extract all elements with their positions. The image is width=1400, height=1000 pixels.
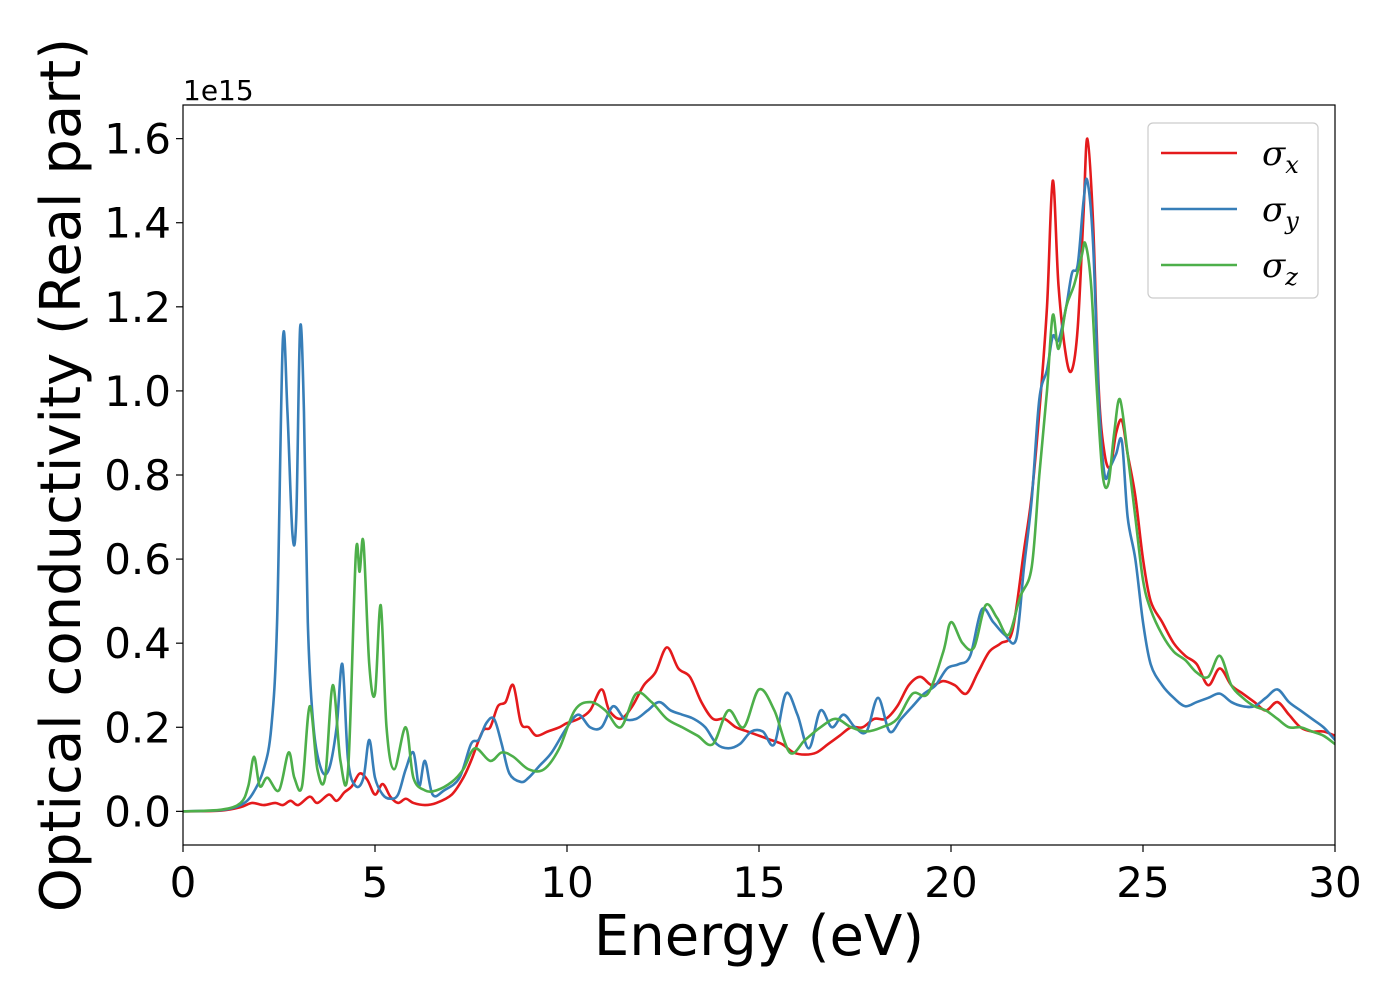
x-axis-title: Energy (eV) [594, 904, 924, 969]
x-tick-label: 0 [170, 858, 197, 907]
y-tick-label: 0.0 [104, 787, 171, 836]
series-layer [183, 137, 1335, 813]
x-tick-label: 25 [1116, 858, 1169, 907]
y-axis: 0.0 0.2 0.4 0.6 0.8 1.0 1.2 1.4 1.6 [104, 115, 183, 836]
x-tick-label: 10 [540, 858, 593, 907]
legend-label: σy [1262, 190, 1299, 235]
legend-label: σz [1262, 246, 1298, 291]
x-axis: 0 5 10 15 20 25 30 [170, 845, 1362, 907]
legend-frame [1147, 122, 1319, 299]
y-axis-title: Optical conductivity (Real part) [29, 38, 94, 912]
legend: σx σy σz [1147, 122, 1319, 299]
y-tick-label: 0.6 [104, 535, 171, 584]
y-offset-label: 1e15 [183, 74, 254, 107]
x-tick-label: 30 [1308, 858, 1361, 907]
y-tick-label: 0.2 [104, 703, 171, 752]
y-tick-label: 1.2 [104, 283, 171, 332]
x-tick-label: 20 [924, 858, 977, 907]
x-tick-label: 15 [732, 858, 785, 907]
y-tick-label: 1.4 [104, 199, 171, 248]
y-tick-label: 1.0 [104, 367, 171, 416]
x-tick-label: 5 [362, 858, 389, 907]
y-tick-label: 1.6 [104, 115, 171, 164]
legend-label: σx [1262, 134, 1299, 179]
y-tick-label: 0.8 [104, 451, 171, 500]
y-tick-label: 0.4 [104, 619, 171, 668]
series-line-z [183, 241, 1335, 813]
